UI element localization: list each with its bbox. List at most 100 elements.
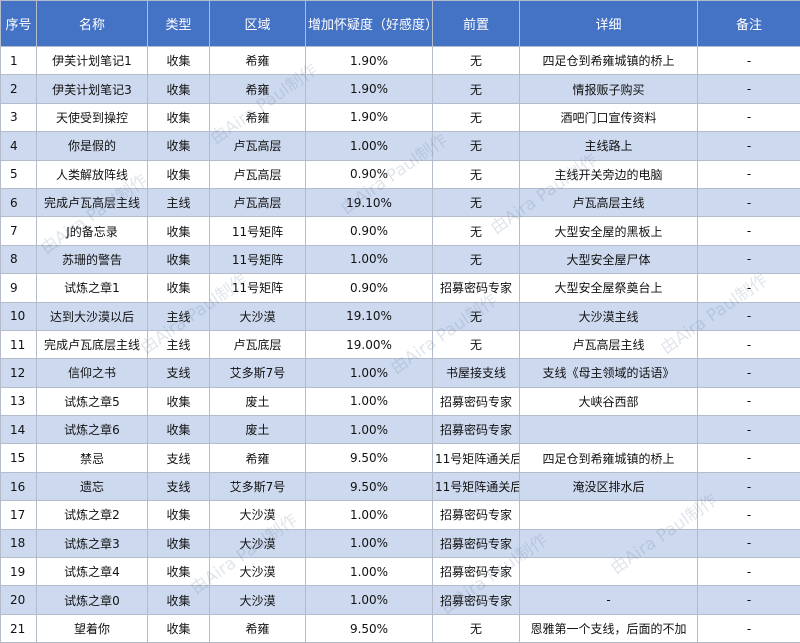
table-cell: 大沙漠 (210, 501, 306, 529)
table-cell: - (698, 416, 800, 444)
table-cell: - (698, 387, 800, 415)
table-cell: 卢瓦高层主线 (520, 330, 698, 358)
table-cell: 支线 (148, 359, 210, 387)
table-cell: - (698, 586, 800, 614)
table-cell: - (698, 47, 800, 75)
table-cell: 卢瓦底层 (210, 330, 306, 358)
table-cell: 试炼之章3 (37, 529, 148, 557)
table-cell: 11号矩阵 (210, 274, 306, 302)
table-cell: 收集 (148, 103, 210, 131)
table-cell: 1.00% (306, 558, 433, 586)
table-cell: 无 (433, 217, 520, 245)
table-cell: 无 (433, 103, 520, 131)
table-cell: 收集 (148, 132, 210, 160)
table-cell: 试炼之章1 (37, 274, 148, 302)
table-cell: 19.00% (306, 330, 433, 358)
table-cell: 1.00% (306, 245, 433, 273)
table-cell: 大型安全屋祭奠台上 (520, 274, 698, 302)
table-cell: 酒吧门口宣传资料 (520, 103, 698, 131)
table-cell: 7 (1, 217, 37, 245)
table-cell: 收集 (148, 387, 210, 415)
table-cell: 你是假的 (37, 132, 148, 160)
table-cell: 16 (1, 472, 37, 500)
column-header: 增加怀疑度（好感度） (306, 1, 433, 47)
table-cell: 完成卢瓦高层主线 (37, 188, 148, 216)
empty-cell (520, 501, 698, 529)
table-cell: 招募密码专家 (433, 387, 520, 415)
table-cell: 试炼之章2 (37, 501, 148, 529)
table-cell: 卢瓦高层 (210, 188, 306, 216)
table-cell: 天使受到操控 (37, 103, 148, 131)
table-cell: 0.90% (306, 217, 433, 245)
table-cell: 卢瓦高层主线 (520, 188, 698, 216)
table-cell: - (698, 330, 800, 358)
table-cell: 遗忘 (37, 472, 148, 500)
table-cell: 1.00% (306, 501, 433, 529)
table-cell: 试炼之章5 (37, 387, 148, 415)
table-cell: - (698, 103, 800, 131)
table-cell: 无 (433, 160, 520, 188)
table-cell: 试炼之章4 (37, 558, 148, 586)
table-cell: 苏珊的警告 (37, 245, 148, 273)
table-cell: 15 (1, 444, 37, 472)
table-cell: 招募密码专家 (433, 529, 520, 557)
table-cell: - (698, 529, 800, 557)
table-cell: 11号矩阵 (210, 217, 306, 245)
table-cell: - (698, 501, 800, 529)
table-cell: 收集 (148, 245, 210, 273)
table-cell: 1.00% (306, 359, 433, 387)
table-cell: 9.50% (306, 472, 433, 500)
table-cell: 人类解放阵线 (37, 160, 148, 188)
table-cell: 卢瓦高层 (210, 132, 306, 160)
table-cell: 支线《母主领域的话语》 (520, 359, 698, 387)
table-cell: 19 (1, 558, 37, 586)
column-header: 前置 (433, 1, 520, 47)
table-cell: 禁忌 (37, 444, 148, 472)
empty-cell (520, 558, 698, 586)
table-cell: 13 (1, 387, 37, 415)
table-cell: - (698, 75, 800, 103)
table-cell: 19.10% (306, 302, 433, 330)
table-cell: 11号矩阵通关后 (433, 444, 520, 472)
table-cell: 3 (1, 103, 37, 131)
table-cell: 21 (1, 614, 37, 642)
table-cell: 1.90% (306, 47, 433, 75)
table-cell: 望着你 (37, 614, 148, 642)
table-cell: 大沙漠 (210, 586, 306, 614)
table-cell: 希雍 (210, 103, 306, 131)
table-cell: 希雍 (210, 47, 306, 75)
table-cell: 淹没区排水后 (520, 472, 698, 500)
table-cell: 废土 (210, 387, 306, 415)
table-cell: 主线 (148, 330, 210, 358)
table-cell: 1.00% (306, 132, 433, 160)
table-cell: 6 (1, 188, 37, 216)
table-cell: 10 (1, 302, 37, 330)
table-cell: 无 (433, 47, 520, 75)
table-cell: 1.00% (306, 387, 433, 415)
table-cell: - (698, 444, 800, 472)
table-cell: - (698, 188, 800, 216)
table-cell: 无 (433, 614, 520, 642)
table-cell: 1.90% (306, 75, 433, 103)
table-cell: 收集 (148, 75, 210, 103)
table-cell: 收集 (148, 416, 210, 444)
table-cell: 完成卢瓦底层主线 (37, 330, 148, 358)
column-header: 类型 (148, 1, 210, 47)
table-cell: 试炼之章6 (37, 416, 148, 444)
table-cell: 大型安全屋的黑板上 (520, 217, 698, 245)
table-cell: 1.90% (306, 103, 433, 131)
table-cell: 18 (1, 529, 37, 557)
table-cell: 收集 (148, 614, 210, 642)
table-cell: 伊芙计划笔记3 (37, 75, 148, 103)
table-cell: 0.90% (306, 160, 433, 188)
